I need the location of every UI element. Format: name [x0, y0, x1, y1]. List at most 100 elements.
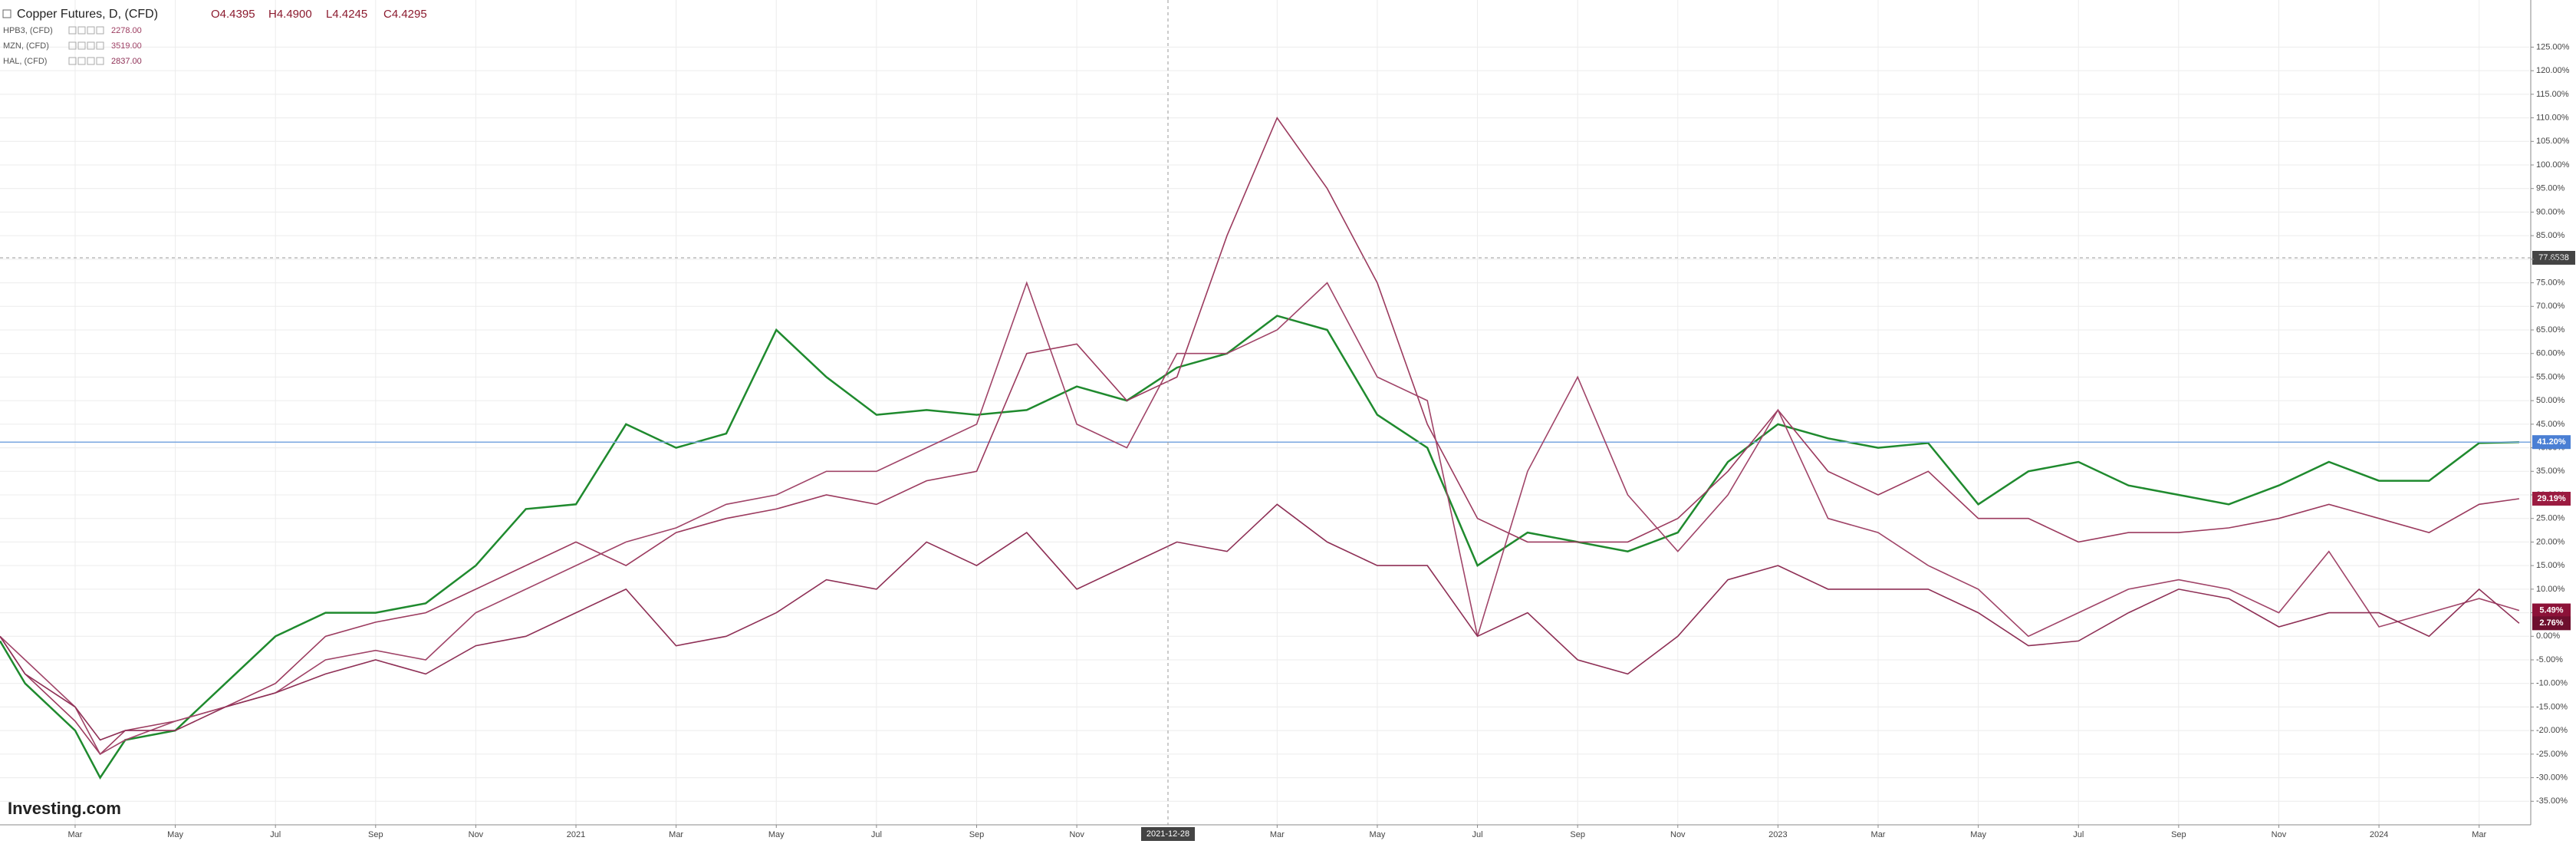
y-tick-label: 80.00% — [2536, 255, 2565, 264]
y-tick-label: 125.00% — [2536, 42, 2570, 51]
y-tick-label: 95.00% — [2536, 184, 2565, 193]
legend-name: HAL, (CFD) — [3, 57, 47, 66]
y-tick-label: -15.00% — [2536, 702, 2568, 711]
x-tick-label: Nov — [1069, 830, 1084, 839]
end-label-box — [2532, 435, 2571, 450]
y-tick-label: 20.00% — [2536, 537, 2565, 546]
x-tick-label: May — [167, 830, 183, 839]
x-tick-label: 2024 — [2370, 830, 2388, 839]
crosshair-x-box — [1141, 827, 1195, 841]
y-tick-label: 105.00% — [2536, 137, 2570, 146]
y-tick-label: 110.00% — [2536, 113, 2569, 122]
end-label: 41.20% — [2537, 437, 2566, 447]
x-tick-label: Nov — [469, 830, 484, 839]
y-tick-label: 65.00% — [2536, 325, 2565, 335]
x-tick-label: Jul — [871, 830, 882, 839]
ohlc-low: L4.4245 — [326, 8, 367, 21]
x-tick-label: Jul — [2073, 830, 2084, 839]
y-tick-label: 55.00% — [2536, 372, 2565, 381]
y-tick-label: -25.00% — [2536, 750, 2568, 759]
y-tick-label: 60.00% — [2536, 349, 2565, 358]
y-tick-label: 35.00% — [2536, 467, 2565, 476]
y-tick-label: 25.00% — [2536, 514, 2565, 523]
end-label: 29.19% — [2537, 494, 2566, 503]
crosshair-y-box — [2532, 251, 2575, 265]
x-tick-label: May — [768, 830, 785, 839]
x-tick-label: Mar — [67, 830, 82, 839]
legend-icon — [68, 57, 77, 65]
legend-icon — [68, 26, 77, 35]
x-tick-label: Mar — [2472, 830, 2486, 839]
legend-icon — [87, 57, 95, 65]
y-tick-label: 0.00% — [2536, 631, 2560, 641]
plot — [0, 116, 2531, 780]
legend-price: 3519.00 — [111, 41, 142, 51]
logo: Investing.com — [8, 799, 121, 818]
end-label: 2.76% — [2539, 618, 2563, 628]
chart-title: Copper Futures, D, (CFD) — [17, 8, 158, 21]
y-tick-label: -20.00% — [2536, 726, 2568, 735]
series-line — [0, 503, 2520, 741]
end-label-box — [2532, 603, 2571, 618]
y-tick-label: -5.00% — [2536, 655, 2563, 664]
end-label: 5.49% — [2539, 605, 2563, 615]
legend-name: MZN, (CFD) — [3, 41, 49, 51]
y-tick-label: 120.00% — [2536, 66, 2570, 75]
y-tick-label: 50.00% — [2536, 396, 2565, 405]
y-tick-label: 45.00% — [2536, 420, 2565, 429]
y-tick-label: 100.00% — [2536, 160, 2570, 170]
x-tick-label: 2021 — [567, 830, 585, 839]
x-tick-label: 2023 — [1768, 830, 1787, 839]
ohlc-close: C4.4295 — [383, 8, 427, 21]
y-tick-label: -10.00% — [2536, 679, 2568, 688]
y-tick-label: 15.00% — [2536, 561, 2565, 570]
series-line — [0, 116, 2520, 756]
y-tick-label: 10.00% — [2536, 585, 2565, 594]
legend-icon — [77, 41, 86, 50]
legend-icon — [96, 57, 104, 65]
x-tick-label: Nov — [2272, 830, 2287, 839]
legend-price: 2837.00 — [111, 57, 142, 66]
x-tick-label: May — [1970, 830, 1986, 839]
x-tick-label: Nov — [1670, 830, 1686, 839]
x-tick-label: Sep — [368, 830, 383, 839]
crosshair-y-label: 77.6538 — [2538, 253, 2569, 262]
x-tick-label: May — [1370, 830, 1386, 839]
ohlc-high: H4.4900 — [268, 8, 312, 21]
y-tick-label: 90.00% — [2536, 207, 2565, 216]
header: Copper Futures, D, (CFD) O4.4395 H4.4900… — [2, 8, 427, 21]
x-tick-label: Mar — [1871, 830, 1886, 839]
y-tick-label: 115.00% — [2536, 90, 2569, 99]
legend-icon — [87, 26, 95, 35]
series-line — [0, 281, 2520, 756]
x-tick-label: Jul — [1472, 830, 1483, 839]
y-tick-label: -35.00% — [2536, 796, 2568, 806]
x-tick-label: Sep — [1570, 830, 1585, 839]
legend-icon — [77, 26, 86, 35]
legend-icon — [87, 41, 95, 50]
x-tick-label: Jul — [270, 830, 281, 839]
y-tick-label: 70.00% — [2536, 302, 2565, 311]
x-tick-label: Sep — [969, 830, 985, 839]
x-tick-label: Mar — [669, 830, 683, 839]
legend-name: HPB3, (CFD) — [3, 26, 53, 35]
grid — [0, 0, 2529, 825]
legend-price: 2278.00 — [111, 26, 142, 35]
y-tick-label: 75.00% — [2536, 278, 2565, 287]
x-tick-label: Mar — [1270, 830, 1285, 839]
y-tick-label: -30.00% — [2536, 773, 2568, 782]
y-tick-label: 85.00% — [2536, 231, 2565, 240]
ohlc-open: O4.4395 — [211, 8, 255, 21]
crosshair-x-label: 2021-12-28 — [1147, 829, 1189, 839]
legend-icon — [96, 41, 104, 50]
end-label-box — [2532, 616, 2571, 631]
end-label-box — [2532, 491, 2571, 506]
legend-icon — [77, 57, 86, 65]
legend-icon — [96, 26, 104, 35]
x-tick-label: Sep — [2171, 830, 2186, 839]
legend-icon — [68, 41, 77, 50]
collapse-icon[interactable] — [2, 9, 12, 18]
